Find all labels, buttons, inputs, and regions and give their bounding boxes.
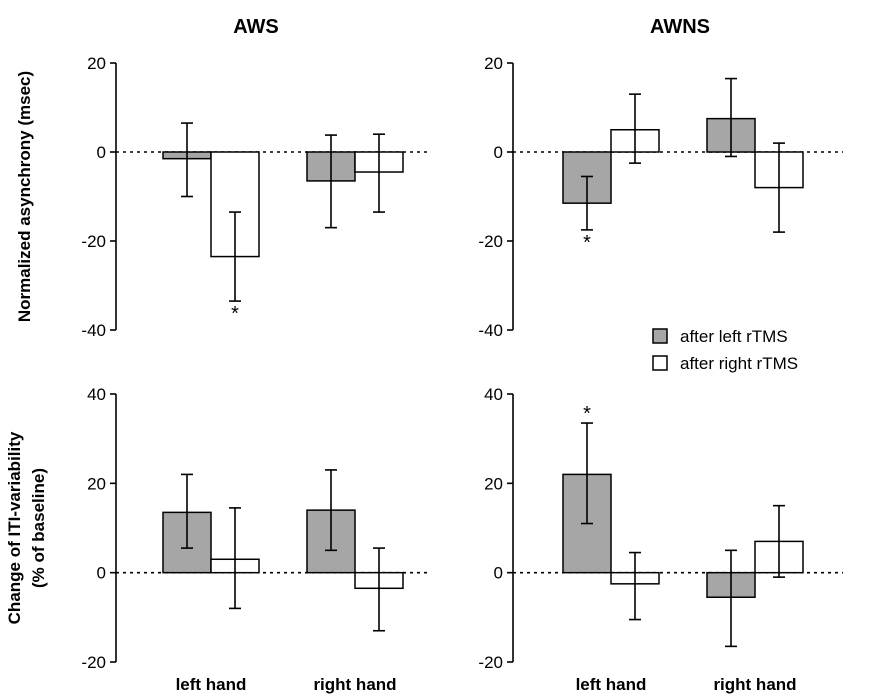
category-label: left hand	[576, 675, 647, 694]
panel-aws_iti: 40 20 0 -20 Change of ITI-variability (% of b…	[5, 385, 430, 694]
y-axis-label: (% of baseline)	[29, 468, 48, 588]
y-tick-label: -40	[478, 321, 503, 340]
y-tick-label: -20	[478, 653, 503, 672]
significance-star: *	[231, 303, 239, 325]
legend-label: after right rTMS	[680, 354, 798, 373]
category-label: right hand	[713, 675, 796, 694]
y-tick-label: 0	[97, 564, 106, 583]
panel-title: AWS	[233, 16, 279, 38]
y-tick-label: -20	[478, 232, 503, 251]
significance-star: *	[583, 403, 591, 425]
y-tick-label: 40	[484, 385, 503, 404]
y-tick-label: 20	[484, 474, 503, 493]
legend-swatch	[652, 328, 668, 344]
y-axis-label: Normalized asynchrony (msec)	[15, 71, 34, 322]
y-tick-label: 0	[97, 143, 106, 162]
y-tick-label: 20	[87, 474, 106, 493]
y-tick-label: 0	[494, 564, 503, 583]
y-axis-label: Change of ITI-variability	[5, 431, 24, 624]
legend-swatch	[652, 355, 668, 371]
category-label: right hand	[313, 675, 396, 694]
legend-label: after left rTMS	[680, 327, 788, 346]
category-label: left hand	[176, 675, 247, 694]
y-tick-label: 20	[484, 54, 503, 73]
y-tick-label: 40	[87, 385, 106, 404]
panel-awns_async: AWNS 20 0 -20 -40 *	[478, 16, 843, 340]
panel-aws_async: AWS 20 0 -20 -40 * Normalized asynchrony (msec…	[15, 16, 430, 340]
y-tick-label: 20	[87, 54, 106, 73]
significance-star: *	[583, 232, 591, 254]
y-tick-label: -20	[81, 653, 106, 672]
y-tick-label: 0	[494, 143, 503, 162]
y-tick-label: -20	[81, 232, 106, 251]
panel-title: AWNS	[650, 16, 710, 38]
legend: after left rTMS after right rTMS	[652, 327, 798, 373]
y-tick-label: -40	[81, 321, 106, 340]
panel-awns_iti: 40 20 0 -20 * left hand right hand	[478, 385, 843, 694]
